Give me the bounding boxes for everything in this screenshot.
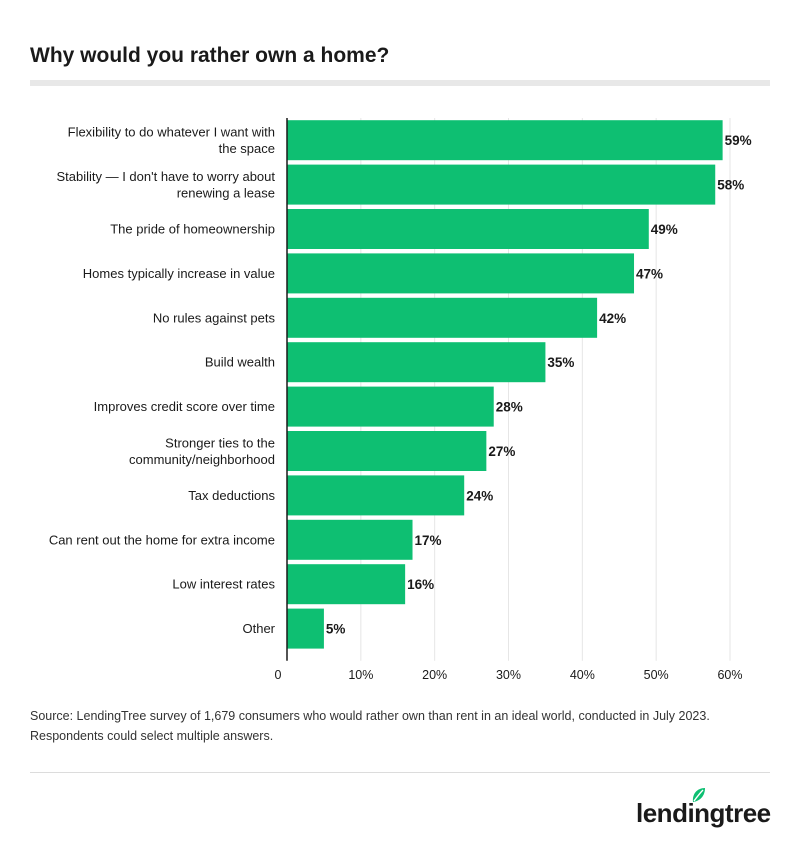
lendingtree-logo: lendingtree [636,786,772,830]
category-label-line: Stronger ties to the [165,436,275,451]
category-label: Homes typically increase in value [83,266,275,281]
category-label: Stronger ties to the community/neighborho… [129,436,275,468]
bar [287,253,635,294]
category-label: Tax deductions [188,488,275,503]
leaf-icon [692,788,705,802]
bar [287,297,598,338]
category-label-line: Build wealth [205,355,275,370]
category-label: The pride of homeownership [110,222,275,237]
category-label-line: the space [219,141,275,156]
category-label-line: Improves credit score over time [94,399,275,414]
bar [287,120,723,161]
category-label-line: No rules against pets [153,310,276,325]
footer-divider [30,772,770,773]
category-label-line: Other [242,621,275,636]
category-label-line: The pride of homeownership [110,222,275,237]
bar [287,564,406,605]
logo-wordmark: lendingtree [636,798,771,828]
category-label: Other [242,621,275,636]
x-tick-label: 50% [644,668,669,680]
value-label: 5% [326,622,346,637]
category-label-line: Stability — I don't have to worry about [56,169,275,184]
value-label: 27% [488,444,515,459]
bar [287,519,413,560]
chart-title: Why would you rather own a home? [30,44,390,67]
bar [287,475,465,516]
bar [287,608,324,649]
value-label: 17% [415,533,442,548]
x-tick-label: 20% [422,668,447,680]
category-label: No rules against pets [153,310,276,325]
category-label: Flexibility to do whatever I want with th… [68,125,275,157]
category-label-line: Homes typically increase in value [83,266,275,281]
category-label-line: Tax deductions [188,488,275,503]
value-label: 42% [599,311,626,326]
x-tick-label: 30% [496,668,521,680]
value-label: 28% [496,400,523,415]
x-tick-label: 40% [570,668,595,680]
category-label: Can rent out the home for extra income [49,532,275,547]
source-note: Source: LendingTree survey of 1,679 cons… [30,709,710,743]
x-tick-label: 10% [348,668,373,680]
bar [287,209,649,249]
category-label: Build wealth [205,355,275,370]
bar [287,164,716,205]
value-label: 35% [547,355,574,370]
value-label: 24% [466,488,493,503]
category-label: Low interest rates [172,577,275,592]
x-tick-label: 60% [717,668,742,680]
value-label: 58% [717,178,744,193]
value-label: 59% [725,133,752,148]
value-label: 49% [651,222,678,237]
category-label: Stability — I don't have to worry about r… [56,169,275,201]
bar [287,386,494,427]
title-divider [30,80,770,86]
category-label-line: community/neighborhood [129,452,275,467]
bar [287,342,546,383]
bar [287,431,487,471]
bar-chart: Flexibility to do whatever I want with th… [49,118,752,680]
category-label-line: Can rent out the home for extra income [49,532,275,547]
category-label-line: Low interest rates [172,577,275,592]
value-label: 47% [636,266,663,281]
value-label: 16% [407,577,434,592]
category-label-line: Flexibility to do whatever I want with [68,125,275,140]
category-label-line: renewing a lease [177,186,275,201]
category-label: Improves credit score over time [94,399,275,414]
x-tick-label: 0 [275,668,282,680]
